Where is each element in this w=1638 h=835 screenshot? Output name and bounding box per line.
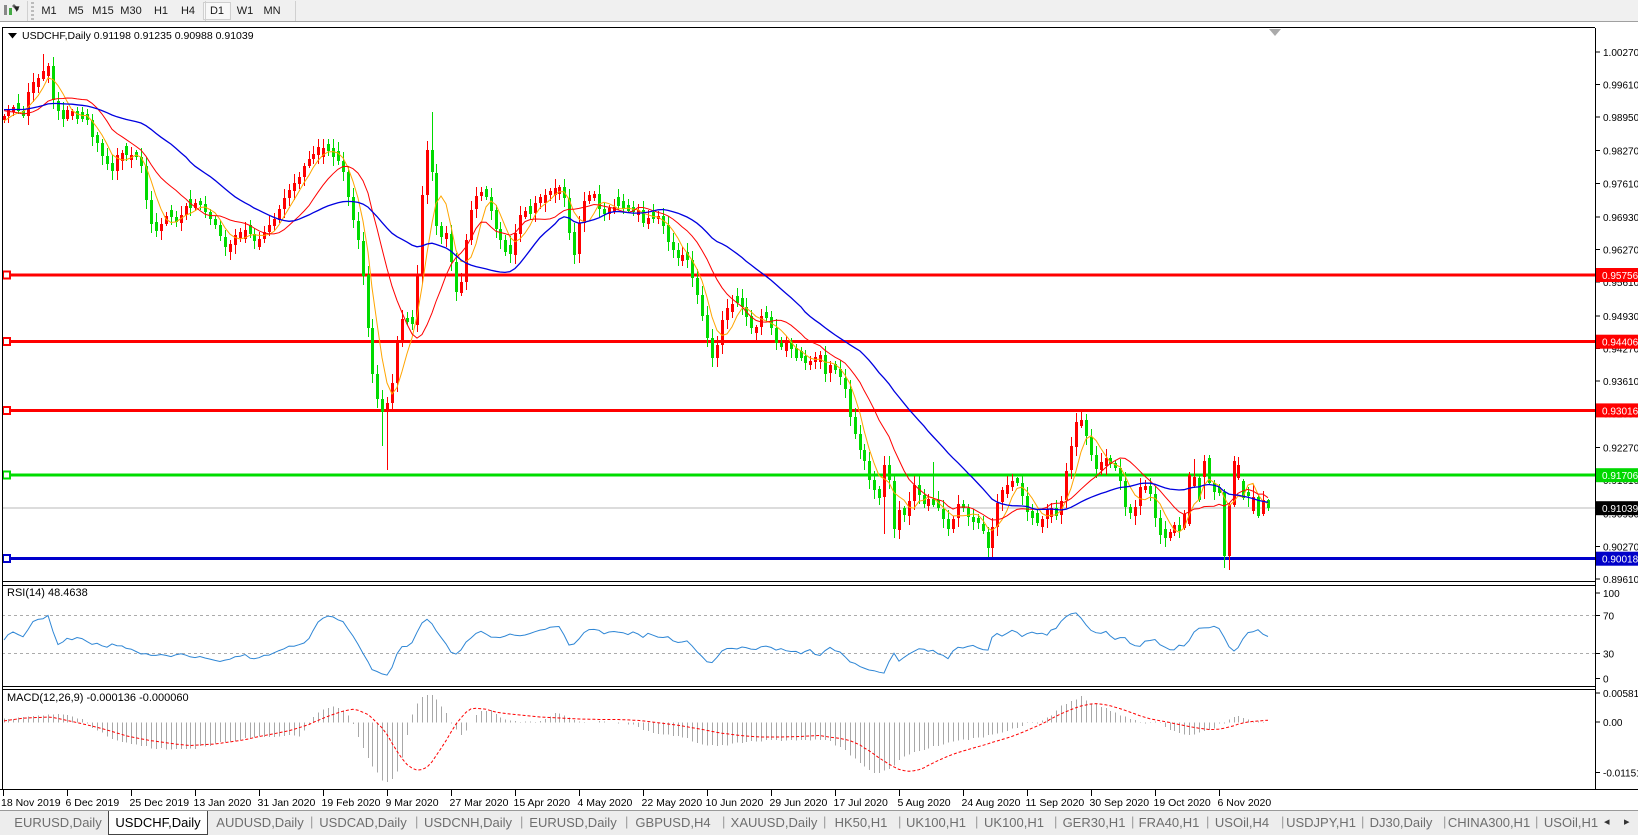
svg-text:0.89610: 0.89610 [1603,575,1638,586]
svg-text:0.94270: 0.94270 [1603,345,1638,356]
svg-text:11 Sep 2020: 11 Sep 2020 [1026,797,1085,809]
svg-text:USDCHF,Daily 0.91198 0.91235: USDCHF,Daily 0.91198 0.91235 0.90988 0.9… [22,30,254,42]
svg-text:0.91039: 0.91039 [1602,504,1638,515]
svg-text:0.95610: 0.95610 [1603,278,1638,289]
svg-text:22 May 2020: 22 May 2020 [642,797,703,809]
svg-text:0.90270: 0.90270 [1603,542,1638,553]
svg-text:6 Dec 2019: 6 Dec 2019 [66,797,120,809]
svg-text:70: 70 [1603,611,1615,622]
svg-text:0.97610: 0.97610 [1603,179,1638,190]
svg-text:30 Sep 2020: 30 Sep 2020 [1090,797,1150,809]
svg-text:19 Oct 2020: 19 Oct 2020 [1154,797,1211,809]
svg-text:RSI(14) 48.4638: RSI(14) 48.4638 [7,587,88,599]
svg-text:5 Aug 2020: 5 Aug 2020 [898,797,951,809]
svg-text:0.96930: 0.96930 [1603,213,1638,224]
svg-text:100: 100 [1603,589,1620,600]
svg-text:6 Nov 2020: 6 Nov 2020 [1218,797,1272,809]
svg-text:29 Jun 2020: 29 Jun 2020 [770,797,828,809]
svg-text:1.00270: 1.00270 [1603,48,1638,59]
svg-text:0.93610: 0.93610 [1603,377,1638,388]
svg-text:0.95756: 0.95756 [1602,271,1638,282]
svg-text:19 Feb 2020: 19 Feb 2020 [322,797,381,809]
svg-text:0.90018: 0.90018 [1602,555,1638,566]
svg-text:25 Dec 2019: 25 Dec 2019 [130,797,190,809]
svg-text:0.91706: 0.91706 [1602,471,1638,482]
svg-text:27 Mar 2020: 27 Mar 2020 [450,797,509,809]
svg-text:0.94406: 0.94406 [1602,338,1638,349]
svg-text:MACD(12,26,9) -0.000136 -0.000: MACD(12,26,9) -0.000136 -0.000060 [7,692,189,704]
svg-text:24 Aug 2020: 24 Aug 2020 [962,797,1021,809]
svg-text:13 Jan 2020: 13 Jan 2020 [194,797,252,809]
svg-text:0.98270: 0.98270 [1603,147,1638,158]
svg-text:0.005818: 0.005818 [1603,689,1638,700]
svg-text:15 Apr 2020: 15 Apr 2020 [514,797,571,809]
svg-text:0.92270: 0.92270 [1603,443,1638,454]
svg-text:0.00: 0.00 [1603,718,1623,729]
svg-text:31 Jan 2020: 31 Jan 2020 [258,797,316,809]
svg-text:0: 0 [1603,674,1609,685]
svg-text:17 Jul 2020: 17 Jul 2020 [834,797,888,809]
svg-text:9 Mar 2020: 9 Mar 2020 [386,797,439,809]
svg-text:0.94930: 0.94930 [1603,312,1638,323]
svg-text:0.93016: 0.93016 [1602,406,1638,417]
svg-text:30: 30 [1603,650,1615,661]
svg-text:18 Nov 2019: 18 Nov 2019 [1,797,61,809]
svg-text:0.98950: 0.98950 [1603,113,1638,124]
svg-text:0.99610: 0.99610 [1603,80,1638,91]
svg-text:10 Jun 2020: 10 Jun 2020 [706,797,764,809]
svg-text:0.96270: 0.96270 [1603,246,1638,257]
svg-text:-0.011514: -0.011514 [1603,768,1638,779]
svg-text:4 May 2020: 4 May 2020 [578,797,633,809]
